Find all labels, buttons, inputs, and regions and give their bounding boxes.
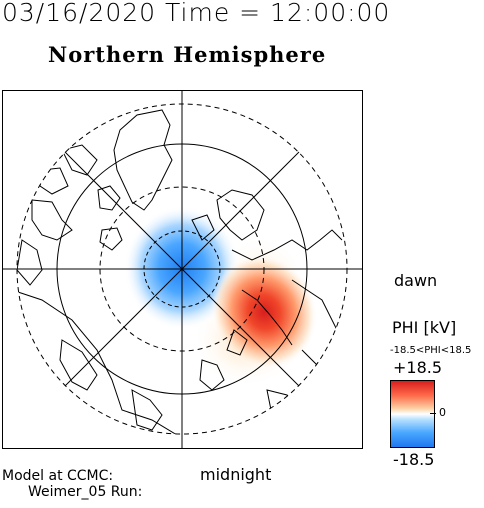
positive-cell xyxy=(210,255,318,369)
phi-quantity-label: PHI [kV] xyxy=(392,318,457,337)
phi-range-text: -18.5<PHI<18.5 xyxy=(390,345,472,356)
midnight-label: midnight xyxy=(200,465,272,484)
colorbar-min-label: -18.5 xyxy=(393,450,435,469)
polar-map xyxy=(2,90,363,449)
colorbar-zero-tick xyxy=(430,413,436,414)
colorbar-zero-label: 0 xyxy=(439,406,446,419)
dawn-label: dawn xyxy=(394,271,438,290)
hemisphere-title: Northern Hemisphere xyxy=(48,42,327,67)
model-info-line1: Model at CCMC: xyxy=(2,468,114,484)
colorbar-max-label: +18.5 xyxy=(393,358,443,377)
date-time-title: 03/16/2020 Time = 12:00:00 xyxy=(2,0,391,27)
meridian-lines xyxy=(2,90,363,449)
coastlines xyxy=(17,109,347,434)
model-info-line2: Weimer_05 Run: xyxy=(28,484,143,500)
colorbar xyxy=(390,380,435,448)
